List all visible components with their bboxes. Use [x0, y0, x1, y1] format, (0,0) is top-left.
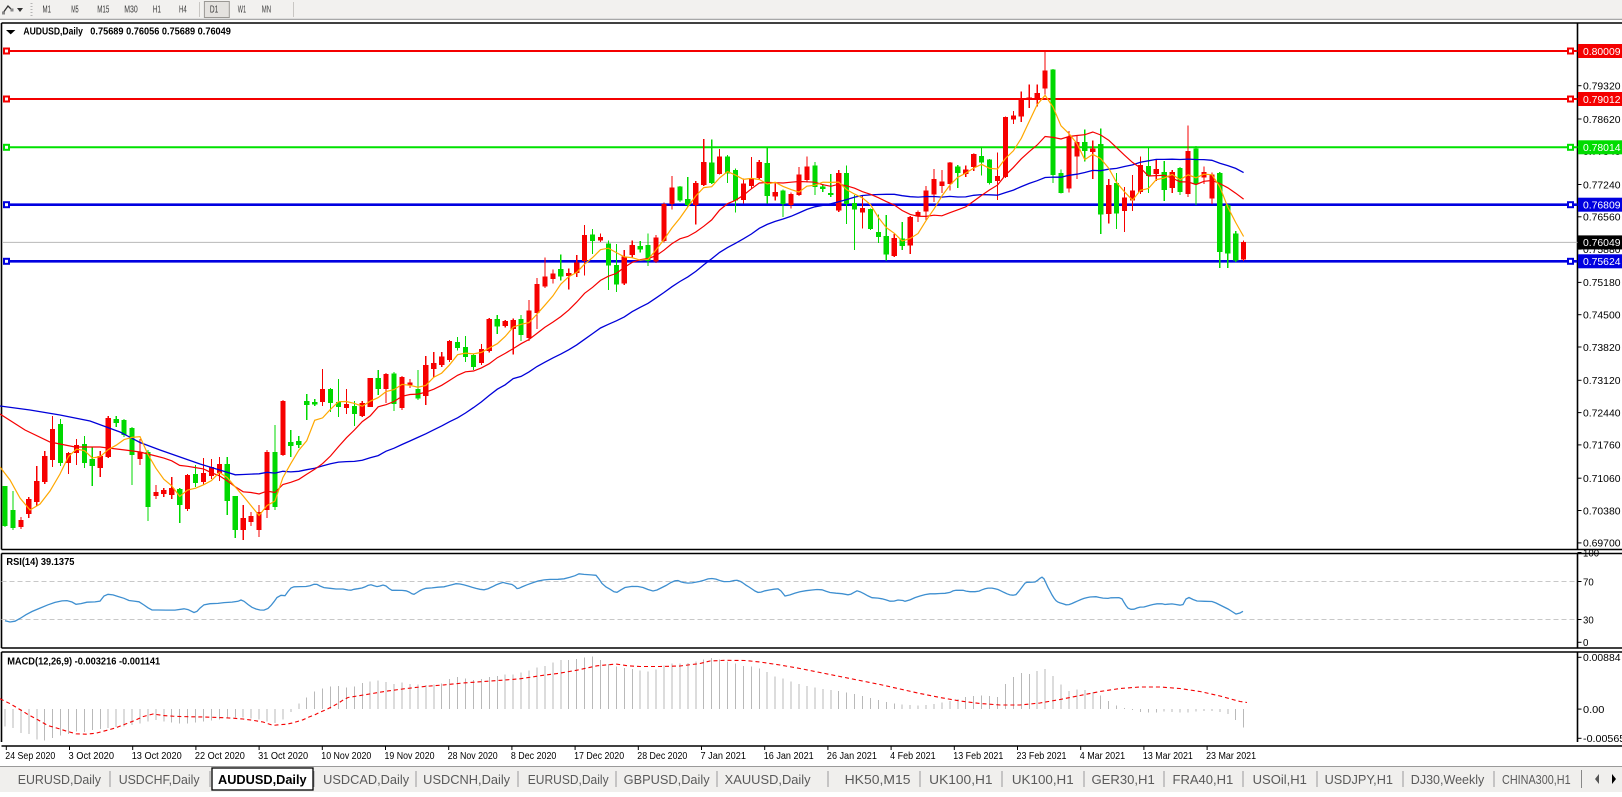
svg-text:0.73120: 0.73120 — [1583, 375, 1621, 387]
svg-text:16 Jan 2021: 16 Jan 2021 — [764, 750, 814, 762]
svg-text:FRA40,H1: FRA40,H1 — [1173, 773, 1234, 787]
svg-text:0.80009: 0.80009 — [1583, 46, 1621, 58]
svg-text:USDJPY,H1: USDJPY,H1 — [1325, 773, 1393, 787]
svg-text:GER30,H1: GER30,H1 — [1092, 773, 1155, 787]
svg-text:HK50,M15: HK50,M15 — [845, 773, 911, 787]
svg-text:DJ30,Weekly: DJ30,Weekly — [1411, 773, 1485, 787]
svg-text:MACD(12,26,9) -0.003216 -0.001: MACD(12,26,9) -0.003216 -0.001141 — [7, 656, 160, 668]
svg-text:0.71760: 0.71760 — [1583, 440, 1621, 452]
svg-text:0.77240: 0.77240 — [1583, 179, 1621, 191]
svg-text:24 Sep 2020: 24 Sep 2020 — [5, 750, 55, 762]
svg-text:0.75180: 0.75180 — [1583, 277, 1621, 289]
svg-text:0.00884: 0.00884 — [1583, 652, 1621, 664]
svg-text:13 Mar 2021: 13 Mar 2021 — [1143, 750, 1193, 762]
svg-text:USOil,H1: USOil,H1 — [1253, 773, 1307, 787]
svg-text:XAUUSD,Daily: XAUUSD,Daily — [725, 773, 812, 787]
svg-text:AUDUSD,Daily: AUDUSD,Daily — [218, 773, 307, 787]
svg-text:EURUSD,Daily: EURUSD,Daily — [18, 773, 102, 787]
svg-text:0.75689 0.76056 0.75689 0.7604: 0.75689 0.76056 0.75689 0.76049 — [90, 26, 231, 38]
svg-text:13 Oct 2020: 13 Oct 2020 — [132, 750, 182, 762]
svg-text:D1: D1 — [210, 5, 219, 16]
svg-text:0.00: 0.00 — [1583, 704, 1605, 716]
svg-text:4 Feb 2021: 4 Feb 2021 — [890, 750, 936, 762]
svg-text:0.79012: 0.79012 — [1583, 94, 1621, 106]
svg-text:W1: W1 — [238, 5, 247, 16]
svg-text:H4: H4 — [179, 5, 187, 16]
svg-text:19 Nov 2020: 19 Nov 2020 — [385, 750, 435, 762]
svg-text:23 Mar 2021: 23 Mar 2021 — [1206, 750, 1256, 762]
svg-text:31 Oct 2020: 31 Oct 2020 — [258, 750, 308, 762]
svg-text:0.78620: 0.78620 — [1583, 114, 1621, 126]
svg-text:EURUSD,Daily: EURUSD,Daily — [528, 773, 610, 787]
svg-text:RSI(14) 39.1375: RSI(14) 39.1375 — [6, 556, 74, 568]
svg-text:CHINA300,H1: CHINA300,H1 — [1502, 773, 1571, 787]
svg-text:MN: MN — [262, 5, 271, 16]
svg-text:17 Dec 2020: 17 Dec 2020 — [574, 750, 624, 762]
svg-text:0.79320: 0.79320 — [1583, 81, 1621, 93]
svg-text:3 Oct 2020: 3 Oct 2020 — [69, 750, 115, 762]
svg-text:H1: H1 — [153, 5, 162, 16]
svg-text:26 Jan 2021: 26 Jan 2021 — [827, 750, 877, 762]
svg-text:28 Nov 2020: 28 Nov 2020 — [448, 750, 498, 762]
svg-text:0.76049: 0.76049 — [1583, 237, 1621, 249]
svg-text:GBPUSD,Daily: GBPUSD,Daily — [624, 773, 711, 787]
svg-text:0.73820: 0.73820 — [1583, 342, 1621, 354]
svg-text:USDCAD,Daily: USDCAD,Daily — [323, 773, 410, 787]
svg-text:22 Oct 2020: 22 Oct 2020 — [195, 750, 245, 762]
svg-text:0: 0 — [1583, 637, 1589, 649]
svg-text:0.76560: 0.76560 — [1583, 212, 1621, 224]
svg-text:M15: M15 — [97, 5, 109, 16]
svg-text:UK100,H1: UK100,H1 — [929, 773, 992, 787]
svg-text:-0.005651: -0.005651 — [1583, 733, 1622, 745]
svg-text:7 Jan 2021: 7 Jan 2021 — [701, 750, 747, 762]
svg-text:28 Dec 2020: 28 Dec 2020 — [637, 750, 687, 762]
svg-text:30: 30 — [1583, 614, 1594, 626]
svg-text:13 Feb 2021: 13 Feb 2021 — [953, 750, 1003, 762]
svg-text:100: 100 — [1583, 547, 1599, 559]
svg-text:0.76809: 0.76809 — [1583, 200, 1621, 212]
svg-text:M1: M1 — [43, 5, 52, 16]
svg-text:M5: M5 — [71, 5, 79, 16]
svg-text:UK100,H1: UK100,H1 — [1012, 773, 1074, 787]
svg-text:0.78014: 0.78014 — [1583, 142, 1621, 154]
svg-text:0.75624: 0.75624 — [1583, 256, 1621, 268]
svg-text:USDCHF,Daily: USDCHF,Daily — [119, 773, 201, 787]
svg-text:4 Mar 2021: 4 Mar 2021 — [1080, 750, 1126, 762]
svg-text:0.70380: 0.70380 — [1583, 505, 1621, 517]
svg-text:10 Nov 2020: 10 Nov 2020 — [321, 750, 371, 762]
svg-text:0.72440: 0.72440 — [1583, 407, 1621, 419]
svg-text:USDCNH,Daily: USDCNH,Daily — [423, 773, 511, 787]
svg-text:70: 70 — [1583, 576, 1594, 588]
svg-text:0.69700: 0.69700 — [1583, 538, 1621, 550]
svg-text:0.71060: 0.71060 — [1583, 473, 1621, 485]
svg-text:M30: M30 — [124, 5, 138, 16]
svg-text:8 Dec 2020: 8 Dec 2020 — [511, 750, 557, 762]
svg-text:0.74500: 0.74500 — [1583, 310, 1621, 322]
svg-text:AUDUSD,Daily: AUDUSD,Daily — [23, 26, 83, 38]
svg-text:23 Feb 2021: 23 Feb 2021 — [1017, 750, 1067, 762]
